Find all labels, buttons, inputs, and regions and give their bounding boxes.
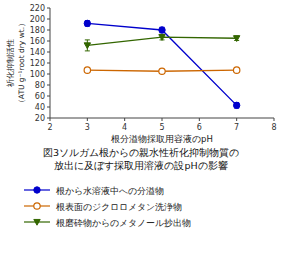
x-axis-label: 根分溢物採取用容液のpH <box>111 134 213 144</box>
x-tick <box>162 118 163 121</box>
x-tick-label: 4 <box>122 123 127 132</box>
y-tick <box>47 41 50 42</box>
y-axis-label-group: 祈化抑制活性（ATU g⁻¹root dry wt.） <box>6 19 26 107</box>
error-bar <box>234 36 239 40</box>
x-tick-label: 6 <box>197 123 202 132</box>
x-tick-label: 7 <box>234 123 239 132</box>
y-tick <box>47 96 50 97</box>
legend-label: 根から水溶液中への分溢物 <box>56 186 164 196</box>
y-tick-label: 180 <box>30 26 45 35</box>
y-tick-label: 80 <box>35 81 45 90</box>
error-bar <box>160 34 165 40</box>
legend-item: 根磨砕物からのメタノール抄出物 <box>24 218 191 228</box>
y-tick-label: 220 <box>30 4 45 13</box>
x-tick <box>50 118 51 121</box>
data-point <box>84 67 90 73</box>
data-point <box>233 67 239 73</box>
x-tick <box>199 118 200 121</box>
y-tick-label: 20 <box>35 114 45 123</box>
y-tick <box>47 85 50 86</box>
legend-item: 根から水溶液中への分溢物 <box>24 186 164 196</box>
y-tick <box>47 74 50 75</box>
series-line <box>87 23 236 105</box>
chart-svg: 20 40 60 80 100 120 140 160 180 200 220 2 3 4 5 6 7 8 根分溢物… <box>0 0 282 256</box>
y-tick-label: 60 <box>35 92 45 101</box>
x-tick <box>124 118 125 121</box>
error-bar <box>234 103 239 109</box>
y-axis-label: 祈化抑制活性（ATU g⁻¹root dry wt.） <box>6 19 26 107</box>
data-point <box>233 102 239 108</box>
error-bar <box>160 27 165 33</box>
caption: 図3ソルガム根からの親水性祈化抑制物質の放出に及ぼす採取用溶液の設pHの影響 <box>43 147 239 171</box>
data-point <box>84 20 90 26</box>
y-tick-label: 200 <box>30 15 45 24</box>
x-tick-label: 2 <box>47 123 52 132</box>
y-tick-label: 40 <box>35 103 45 112</box>
data-point <box>233 36 239 42</box>
data-point <box>159 27 165 33</box>
y-tick-label: 160 <box>30 37 45 46</box>
x-tick <box>236 118 237 121</box>
y-tick-label: 120 <box>30 59 45 68</box>
y-tick <box>47 8 50 9</box>
legend-label: 根表面のジクロロメタン洗浄物 <box>56 202 182 212</box>
legend: 根から水溶液中への分溢物根表面のジクロロメタン洗浄物根磨砕物からのメタノール抄出… <box>24 186 191 228</box>
x-tick-label: 3 <box>85 123 90 132</box>
legend-swatch-marker <box>34 219 40 225</box>
x-tick <box>274 118 275 121</box>
series <box>84 20 240 108</box>
x-tick-label: 5 <box>159 123 164 132</box>
legend-label: 根磨砕物からのメタノール抄出物 <box>56 218 191 228</box>
y-tick <box>47 63 50 64</box>
legend-swatch-marker <box>34 203 40 209</box>
series <box>84 67 240 75</box>
data-point <box>159 68 165 74</box>
data-point <box>159 35 165 41</box>
data-point <box>84 43 90 49</box>
y-tick <box>47 30 50 31</box>
y-tick-label: 100 <box>30 70 45 79</box>
x-tick <box>87 118 88 121</box>
plot-area <box>84 20 240 108</box>
y-tick <box>47 107 50 108</box>
legend-swatch-marker <box>34 187 40 193</box>
error-bar <box>85 21 90 27</box>
y-tick <box>47 19 50 20</box>
y-tick <box>47 52 50 53</box>
y-tick-label: 140 <box>30 48 45 57</box>
legend-item: 根表面のジクロロメタン洗浄物 <box>24 202 182 212</box>
chart-container: 20 40 60 80 100 120 140 160 180 200 220 2 3 4 5 6 7 8 根分溢物… <box>0 0 282 256</box>
series <box>84 34 240 51</box>
error-bar <box>85 40 90 51</box>
x-tick-label: 8 <box>271 123 276 132</box>
